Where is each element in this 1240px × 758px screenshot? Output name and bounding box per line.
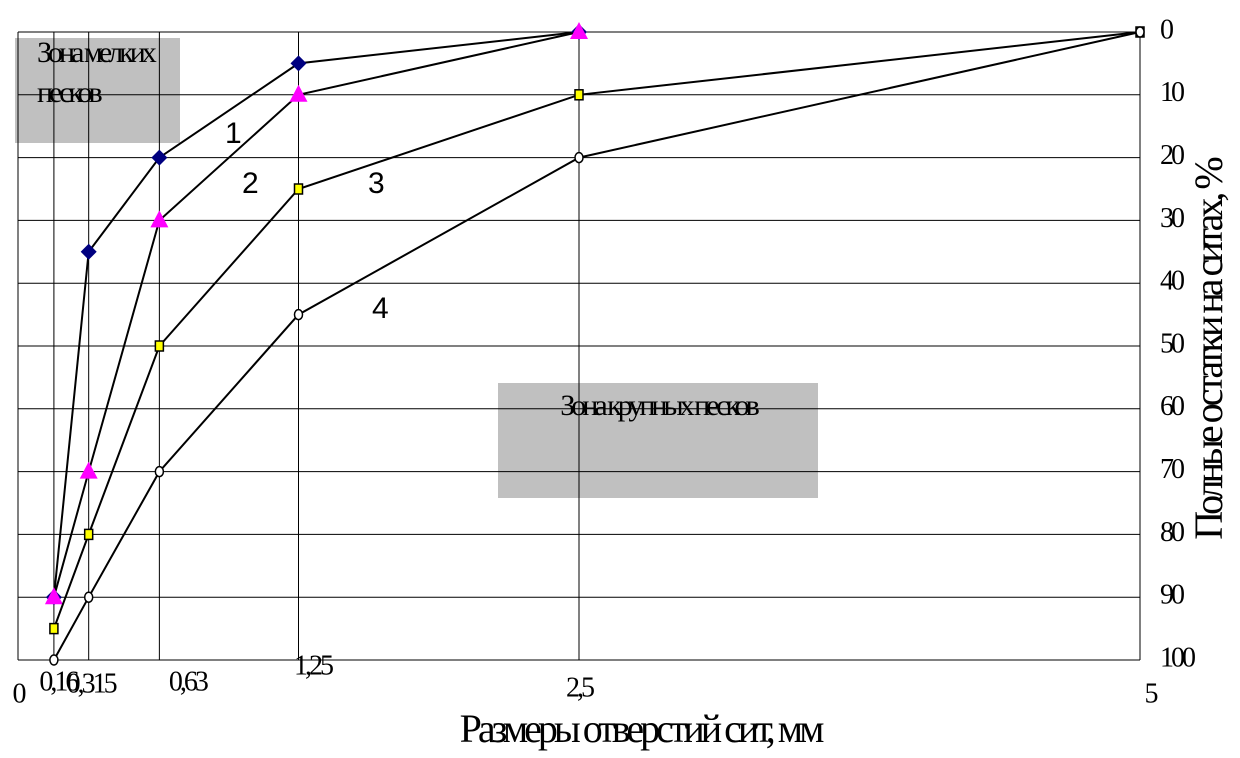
y-axis-label: Полные остатки на ситах, % bbox=[1186, 158, 1231, 540]
marker bbox=[150, 210, 169, 228]
marker bbox=[83, 591, 94, 603]
marker bbox=[151, 149, 168, 166]
x-tick-label: 0,315 bbox=[67, 668, 117, 699]
series-line bbox=[53, 31, 1141, 661]
y-tick-label: 100 bbox=[1160, 642, 1195, 673]
marker bbox=[80, 243, 97, 260]
marker bbox=[49, 654, 59, 666]
y-tick-label: 20 bbox=[1160, 140, 1184, 171]
y-tick-label: 50 bbox=[1160, 328, 1184, 359]
x-tick-label: 0,16 bbox=[39, 666, 79, 697]
marker bbox=[154, 340, 165, 352]
series-line bbox=[52, 31, 1141, 629]
marker bbox=[44, 587, 63, 605]
marker bbox=[49, 622, 59, 635]
zone-box bbox=[15, 38, 180, 143]
marker bbox=[79, 461, 98, 479]
marker bbox=[574, 151, 584, 164]
series-label: 1 bbox=[225, 117, 242, 150]
y-tick-label: 30 bbox=[1160, 203, 1184, 234]
y-tick-label: 80 bbox=[1160, 517, 1184, 548]
y-tick-label: 10 bbox=[1160, 77, 1184, 108]
marker bbox=[290, 55, 307, 72]
marker bbox=[154, 465, 165, 478]
marker bbox=[574, 89, 584, 101]
zone-label: Зона крупных песков bbox=[560, 389, 759, 422]
x-tick-label: 0 bbox=[13, 678, 26, 709]
marker bbox=[83, 528, 94, 541]
x-tick-label: 1,25 bbox=[294, 650, 333, 681]
y-tick-label: 90 bbox=[1160, 580, 1184, 611]
x-tick-label: 5 bbox=[1145, 678, 1158, 709]
y-tick-label: 70 bbox=[1160, 454, 1184, 485]
marker bbox=[570, 22, 588, 39]
series-label: 4 bbox=[372, 292, 389, 325]
zone-label: песков bbox=[37, 76, 102, 109]
y-tick-label: 60 bbox=[1160, 391, 1184, 422]
zone-box bbox=[498, 383, 818, 498]
series-label: 2 bbox=[242, 167, 259, 200]
zone-label: Зона мелких bbox=[37, 36, 157, 69]
marker bbox=[1135, 26, 1145, 38]
y-tick-label: 0 bbox=[1160, 14, 1173, 45]
marker bbox=[293, 308, 304, 321]
marker bbox=[289, 84, 308, 102]
y-tick-label: 40 bbox=[1160, 266, 1184, 297]
x-tick-label: 2,5 bbox=[566, 672, 594, 703]
x-axis-label: Размеры отверстий сит, мм bbox=[460, 706, 825, 751]
x-tick-label: 0,63 bbox=[169, 666, 208, 697]
marker bbox=[293, 183, 304, 195]
series-label: 3 bbox=[368, 167, 385, 200]
